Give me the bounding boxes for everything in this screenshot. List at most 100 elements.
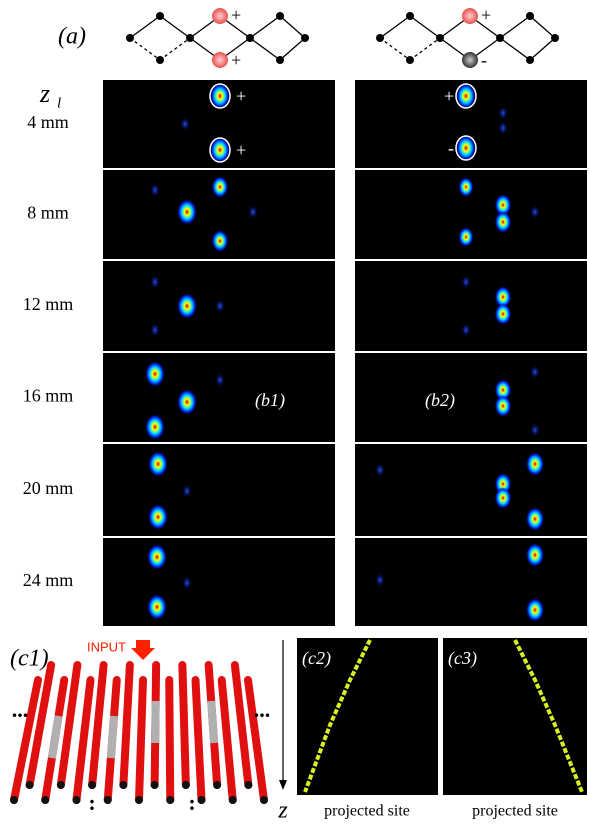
bond-dashed <box>410 38 440 60</box>
panel-label: (a) <box>58 24 86 50</box>
sign: + <box>231 50 241 70</box>
panel-label: (c3) <box>448 648 477 669</box>
spot <box>147 594 167 620</box>
sign: + <box>236 140 246 160</box>
spot <box>495 487 512 509</box>
site <box>276 56 284 64</box>
site <box>156 12 164 20</box>
faint-spot <box>461 323 471 337</box>
sign: + <box>236 86 246 106</box>
bond <box>160 16 190 38</box>
faint-spot <box>248 205 258 219</box>
spot <box>212 230 229 252</box>
bond <box>380 16 410 38</box>
rod <box>139 680 143 800</box>
faint-spot <box>375 573 385 587</box>
rod-segment <box>211 701 214 743</box>
ellipsis: ... <box>12 697 29 722</box>
bond <box>500 38 530 60</box>
faint-spot <box>150 275 160 289</box>
image-panel <box>103 538 335 626</box>
rod-end <box>244 781 252 789</box>
site <box>301 34 309 42</box>
spot <box>458 177 473 197</box>
spot <box>145 361 165 387</box>
rod <box>222 680 233 800</box>
panel-label: (b1) <box>255 390 285 411</box>
excited-site <box>212 8 228 24</box>
bond <box>280 38 305 60</box>
spot <box>177 389 197 415</box>
spot <box>148 451 168 477</box>
rod-segment <box>155 701 156 743</box>
rod-end <box>213 781 221 789</box>
x-label: projected site <box>324 803 410 820</box>
bond <box>410 16 440 38</box>
rod <box>123 665 130 785</box>
sign: - <box>481 50 487 70</box>
row-label: 4 mm <box>27 112 69 132</box>
image-panel <box>355 261 587 351</box>
site <box>436 34 444 42</box>
rod-end <box>73 796 81 804</box>
vertical-ellipsis: : <box>88 790 95 815</box>
rod <box>182 665 186 785</box>
rod-end <box>260 796 268 804</box>
rod-end <box>10 796 18 804</box>
rod <box>196 680 202 800</box>
x-label: projected site <box>472 803 558 820</box>
lattice-diagrams: +++- <box>126 5 559 70</box>
image-panel <box>355 444 587 536</box>
faint-spot <box>530 205 540 219</box>
figure: +++- (a) z l 4 mm8 mm12 mm16 mm20 mm24 m… <box>0 0 589 827</box>
bond <box>500 16 530 38</box>
bond-dashed <box>130 38 160 60</box>
faint-spot <box>150 323 160 337</box>
ellipsis: ... <box>254 697 271 722</box>
site <box>526 12 534 20</box>
faint-spot <box>215 373 225 387</box>
image-panel <box>355 538 587 626</box>
site <box>551 34 559 42</box>
rod-end <box>88 781 96 789</box>
rod-end <box>26 781 34 789</box>
bond-dashed <box>160 38 190 60</box>
site <box>276 12 284 20</box>
excited-site <box>462 52 478 68</box>
rod-end <box>41 796 49 804</box>
z-arrowhead <box>279 780 287 790</box>
bond <box>250 38 280 60</box>
rod-end <box>151 781 159 789</box>
site <box>376 34 384 42</box>
rod-end <box>57 781 65 789</box>
rod-end <box>104 796 112 804</box>
faint-spot <box>150 183 160 197</box>
faint-spot <box>461 275 471 289</box>
axis-subscript: l <box>57 95 61 111</box>
image-panel <box>355 353 587 442</box>
spot <box>526 507 544 531</box>
row-label: 24 mm <box>23 570 74 590</box>
site <box>156 56 164 64</box>
rod-segment <box>52 716 59 758</box>
site <box>526 56 534 64</box>
spot <box>495 395 512 417</box>
rod-end <box>182 781 190 789</box>
faint-spot <box>498 121 508 135</box>
bond <box>130 16 160 38</box>
bond-dashed <box>380 38 410 60</box>
site <box>246 34 254 42</box>
row-label: 20 mm <box>23 478 74 498</box>
site <box>406 56 414 64</box>
input-arrow <box>131 640 155 660</box>
image-panel <box>103 444 335 536</box>
waveguide-array <box>10 665 268 804</box>
spot <box>212 176 229 198</box>
bond <box>530 16 555 38</box>
row-label: 12 mm <box>23 294 74 314</box>
vertical-ellipsis: : <box>188 790 195 815</box>
spot <box>177 199 197 225</box>
sign: - <box>448 138 454 158</box>
rod-end <box>198 796 206 804</box>
